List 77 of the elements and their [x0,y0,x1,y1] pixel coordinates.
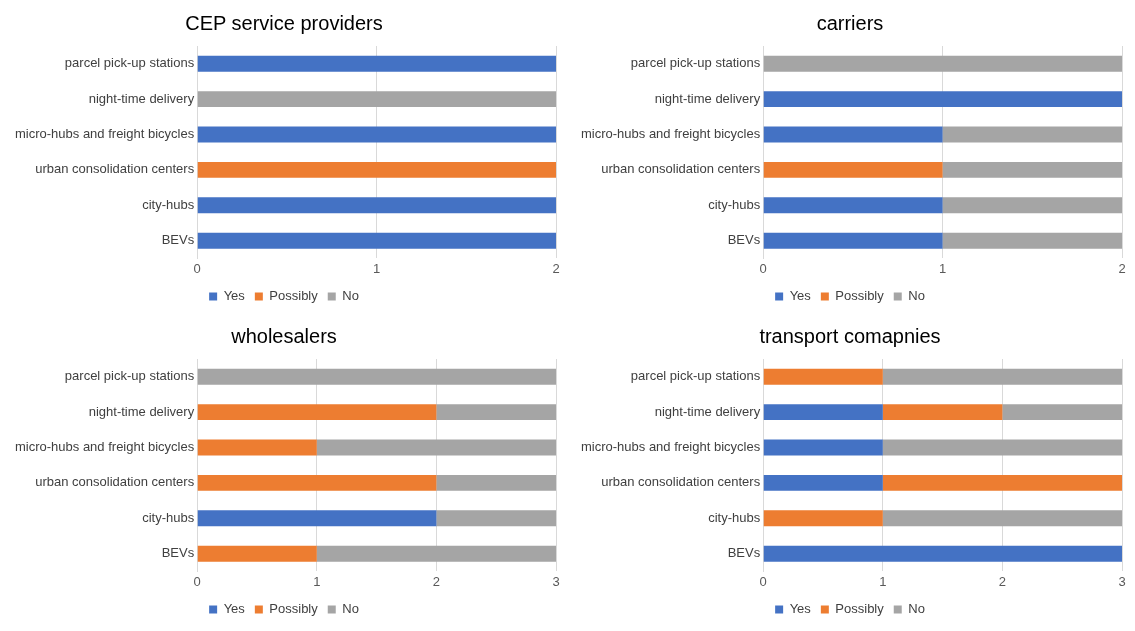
bar [763,439,883,456]
x-tick-label: 3 [1118,573,1126,589]
y-tick-label: BEVs [161,545,195,561]
legend-label: No [908,288,925,304]
y-tick-label: BEVs [161,232,195,248]
x-tick-label: 2 [552,260,560,276]
x-tick-label: 0 [193,260,201,276]
y-tick-label: micro-hubs and freight bicycles [14,126,195,142]
y-tick-label: micro-hubs and freight bicycles [580,439,761,455]
bar [763,404,883,421]
bar [197,510,437,527]
chart-title: transport comapnies [759,324,941,347]
x-tick-label: 1 [313,573,321,589]
y-tick-label: city-hubs [142,509,195,525]
legend-label: Yes [223,601,246,617]
y-tick-label: city-hubs [142,196,195,212]
x-tick-label: 1 [372,260,381,276]
y-tick-label: urban consolidation centers [35,474,195,490]
bar [197,439,317,456]
y-tick-label: BEVs [727,232,761,248]
bar [763,510,883,527]
bar [763,368,883,385]
legend-label: Yes [789,601,812,617]
y-tick-label: urban consolidation centers [601,161,761,177]
bar [882,404,1003,421]
bar [197,404,437,421]
legend-label: No [908,601,925,617]
y-tick-label: night-time delivery [654,90,761,106]
chart-title: CEP service providers [185,11,383,34]
x-tick-label: 2 [432,573,441,589]
y-tick-label: parcel pick-up stations [630,55,761,71]
bar [882,510,1122,527]
x-tick-label: 0 [193,573,201,589]
legend-label: Yes [223,288,246,304]
y-tick-label: parcel pick-up stations [630,368,761,384]
bar [882,368,1122,385]
x-tick-label: 0 [759,573,767,589]
x-tick-label: 2 [998,573,1007,589]
bar [316,439,556,456]
x-tick-label: 3 [552,573,560,589]
bar [197,545,317,562]
legend-label: Possibly [835,601,885,617]
bar [436,510,556,527]
y-tick-label: parcel pick-up stations [64,368,195,384]
x-tick-label: 2 [1118,260,1126,276]
y-tick-label: micro-hubs and freight bicycles [580,126,761,142]
legend-label: No [342,288,359,304]
bar [882,474,1122,491]
legend-label: Possibly [269,601,319,617]
chart-title: wholesalers [230,324,337,347]
y-tick-label: night-time delivery [88,90,195,106]
x-tick-label: 1 [879,573,887,589]
y-tick-label: BEVs [727,545,761,561]
legend-label: No [342,601,359,617]
chart-title: carriers [816,11,884,34]
bar [882,439,1122,456]
legend-label: Yes [789,288,812,304]
bar [436,404,556,421]
y-tick-label: urban consolidation centers [35,161,195,177]
legend-label: Possibly [835,288,885,304]
x-tick-label: 1 [938,260,947,276]
y-tick-label: urban consolidation centers [601,474,761,490]
bar [763,474,883,491]
y-tick-label: micro-hubs and freight bicycles [14,439,195,455]
y-tick-label: parcel pick-up stations [64,55,195,71]
y-tick-label: night-time delivery [88,403,195,419]
bar [763,545,1122,562]
y-tick-label: night-time delivery [654,403,761,419]
x-tick-label: 0 [759,260,767,276]
legend-label: Possibly [269,288,319,304]
bar [197,474,437,491]
y-tick-label: city-hubs [708,509,761,525]
bar [436,474,556,491]
bar [1002,404,1122,421]
bar [197,368,556,385]
y-tick-label: city-hubs [708,196,761,212]
bar [316,545,556,562]
